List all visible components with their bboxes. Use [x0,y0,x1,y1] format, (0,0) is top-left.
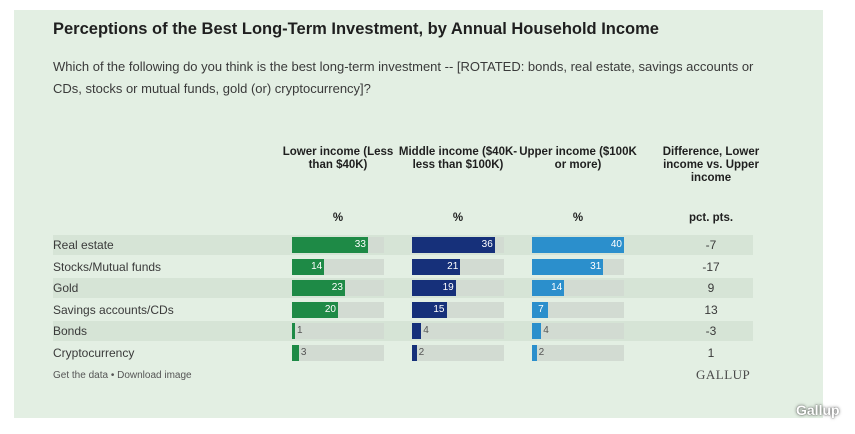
bar-value-label: 40 [610,239,622,250]
row-label: Stocks/Mutual funds [53,259,162,274]
bar-value-label: 7 [538,303,544,315]
bar [412,323,422,339]
row-label: Cryptocurrency [53,345,135,360]
bar [532,237,624,253]
bar-track: 14 [292,258,384,275]
column-unit-1: % [332,212,344,224]
bar-track: 4 [412,323,504,339]
bar [412,280,456,296]
bar-value-label: 23 [331,282,343,293]
column-header-difference: Difference, Lower income vs. Upper incom… [662,146,760,184]
bar [412,344,417,361]
difference-value: 9 [707,281,715,295]
bar-track: 2 [412,344,504,361]
bar-value-label: 36 [481,239,493,250]
difference-value: -17 [702,259,720,274]
bar-track: 15 [412,301,504,318]
bar-value-label: 1 [297,325,303,336]
bar-track: 33 [292,237,384,253]
bar [412,258,461,275]
bar-value-label: 31 [590,260,602,272]
footer-links[interactable]: Get the data • Download image [53,370,192,381]
bar-value-label: 20 [324,303,336,315]
bar [292,280,345,296]
bar-value-label: 2 [538,346,545,358]
row-label: Bonds [53,324,88,338]
bar-track: 20 [292,301,384,318]
difference-value: -7 [705,238,717,252]
column-header-1: Lower income (Less than $40K) [282,146,394,171]
bar [292,323,295,339]
bar [412,237,495,253]
difference-value: -3 [705,324,717,338]
bar-value-label: 21 [447,260,459,272]
bar [292,301,338,318]
column-unit-2: % [452,212,464,224]
bar-value-label: 33 [354,239,366,250]
bar-value-label: 4 [543,325,549,336]
bar-value-label: 19 [442,282,454,293]
bar-value-label: 4 [423,325,429,336]
bar [532,301,549,318]
bar-track: 2 [532,344,624,361]
bar-track: 21 [412,258,504,275]
chart-title: Perceptions of the Best Long-Term Invest… [53,20,659,38]
bar [532,280,565,296]
bar [412,301,447,318]
bar [532,258,604,275]
bar-value-label: 15 [433,303,445,315]
bar-track: 36 [412,237,504,253]
bar [532,323,542,339]
watermark: Gallup [796,402,840,418]
bar-track: 31 [532,258,624,275]
bar-value-label: 2 [418,346,425,358]
bar [292,258,325,275]
bar [532,344,537,361]
bar [292,237,368,253]
bar-value-label: 14 [551,282,563,293]
row-label: Real estate [53,238,114,252]
column-unit-3: % [572,212,584,224]
bar-track: 1 [292,323,384,339]
bar-value-label: 14 [311,260,323,272]
chart-subtitle: Which of the following do you think is t… [53,59,754,96]
row-label: Gold [53,281,79,295]
bar-track: 14 [532,280,624,296]
bar-track: 4 [532,323,624,339]
bar-track: 40 [532,237,624,253]
column-header-2: Middle income ($40K-less than $100K) [398,146,518,171]
column-unit-difference: pct. pts. [688,212,734,224]
bar-track: 19 [412,280,504,296]
bar [292,344,299,361]
bar-value-label: 3 [300,346,307,358]
column-header-3: Upper income ($100K or more) [519,146,637,171]
gallup-logo: GALLUP [696,367,751,382]
bar-track: 3 [292,344,384,361]
bar-track: 7 [532,301,624,318]
difference-value: 13 [704,302,718,317]
row-label: Savings accounts/CDs [53,302,174,317]
difference-value: 1 [707,345,715,360]
bar-track: 23 [292,280,384,296]
